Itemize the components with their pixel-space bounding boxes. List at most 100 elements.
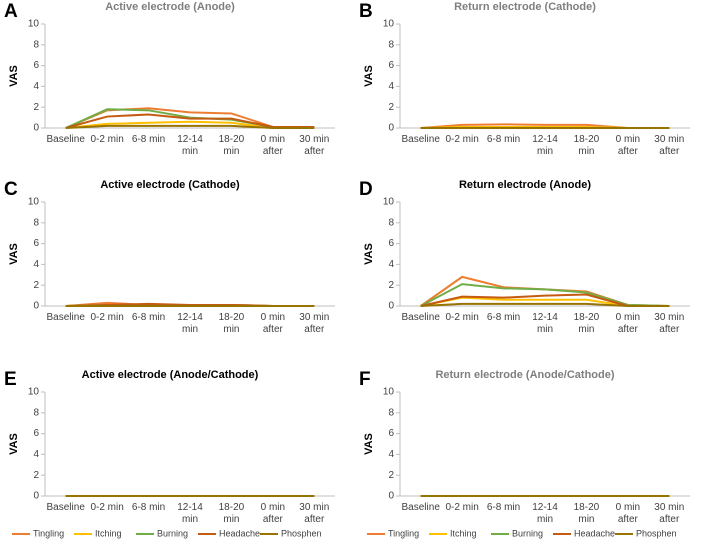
x-tick-label: 12-14 min <box>177 134 203 157</box>
y-tick-label: 4 <box>33 259 39 270</box>
x-tick-label: 12-14 min <box>532 502 558 525</box>
y-tick-label: 2 <box>33 470 39 481</box>
y-tick-label: 6 <box>33 60 39 71</box>
series-line <box>65 124 315 129</box>
x-tick-label: 0-2 min <box>445 134 479 145</box>
x-tick-label: 0-2 min <box>90 134 124 145</box>
y-tick-label: 4 <box>33 449 39 460</box>
y-tick-label: 6 <box>33 238 39 249</box>
y-tick-label: 0 <box>388 123 394 134</box>
panel-letter: E <box>4 369 17 390</box>
x-tick-label: 30 min after <box>654 134 685 157</box>
y-tick-label: 4 <box>388 259 394 270</box>
y-tick-label: 8 <box>388 407 394 418</box>
chart-title: Return electrode (Anode) <box>459 179 591 191</box>
x-tick-label: 18-20 min <box>218 134 245 157</box>
y-tick-label: 6 <box>33 428 39 439</box>
panel-letter: B <box>359 1 373 22</box>
x-tick-label: 6-8 min <box>486 502 521 513</box>
x-tick-label: 18-20 min <box>573 134 600 157</box>
legend-label: Tingling <box>33 528 64 538</box>
x-tick-label: 30 min after <box>299 312 330 335</box>
y-tick-label: 8 <box>33 39 39 50</box>
x-tick-label: 0-2 min <box>445 312 479 323</box>
y-tick-label: 10 <box>383 19 395 30</box>
x-tick-label: 18-20 min <box>218 502 245 525</box>
y-tick-label: 6 <box>388 238 394 249</box>
x-tick-label: 12-14 min <box>177 502 203 525</box>
legend-label: Phosphen <box>636 528 677 538</box>
y-tick-label: 6 <box>388 60 394 71</box>
y-tick-label: 2 <box>388 280 394 291</box>
legend-label: Headache <box>219 528 260 538</box>
x-tick-label: 0 min after <box>615 502 641 525</box>
legend-label: Burning <box>512 528 543 538</box>
chart-title: Active electrode (Anode/Cathode) <box>82 369 259 381</box>
x-tick-label: 30 min after <box>654 312 685 335</box>
series-line <box>65 113 315 129</box>
y-axis-label: VAS <box>363 243 375 265</box>
x-tick-label: 6-8 min <box>486 312 521 323</box>
x-tick-label: 30 min after <box>654 502 685 525</box>
series-line <box>420 302 670 307</box>
chart-title: Active electrode (Anode) <box>105 1 235 13</box>
series-line <box>420 275 670 307</box>
y-tick-label: 0 <box>33 123 39 134</box>
x-tick-label: 0-2 min <box>445 502 479 513</box>
y-tick-label: 8 <box>33 407 39 418</box>
panel-letter: A <box>4 1 18 22</box>
y-tick-label: 10 <box>28 387 40 398</box>
legend-label: Headache <box>574 528 615 538</box>
y-tick-label: 10 <box>28 19 40 30</box>
x-tick-label: 0-2 min <box>90 502 124 513</box>
y-tick-label: 0 <box>388 491 394 502</box>
x-tick-label: Baseline <box>401 134 440 145</box>
x-tick-label: 30 min after <box>299 502 330 525</box>
legend-label: Burning <box>157 528 188 538</box>
x-tick-label: Baseline <box>401 502 440 513</box>
y-tick-label: 2 <box>33 102 39 113</box>
series-line <box>420 283 670 307</box>
x-tick-label: 6-8 min <box>131 134 166 145</box>
chart-title: Return electrode (Cathode) <box>454 1 596 13</box>
y-tick-label: 6 <box>388 428 394 439</box>
y-tick-label: 0 <box>33 301 39 312</box>
y-tick-label: 4 <box>388 81 394 92</box>
y-axis-label: VAS <box>8 433 20 455</box>
x-tick-label: 12-14 min <box>177 312 203 335</box>
y-tick-label: 8 <box>33 217 39 228</box>
x-tick-label: 18-20 min <box>573 502 600 525</box>
panel-letter: C <box>4 179 18 200</box>
y-tick-label: 4 <box>33 81 39 92</box>
x-tick-label: 0-2 min <box>90 312 124 323</box>
x-tick-label: 18-20 min <box>573 312 600 335</box>
legend-label: Tingling <box>388 528 419 538</box>
chart-title: Return electrode (Anode/Cathode) <box>435 369 614 381</box>
y-tick-label: 10 <box>383 197 395 208</box>
y-tick-label: 2 <box>388 470 394 481</box>
x-tick-label: Baseline <box>46 312 85 323</box>
legend-label: Itching <box>95 528 122 538</box>
y-tick-label: 2 <box>33 280 39 291</box>
legend-label: Itching <box>450 528 477 538</box>
y-axis-label: VAS <box>363 433 375 455</box>
x-tick-label: 6-8 min <box>486 134 521 145</box>
y-tick-label: 4 <box>388 449 394 460</box>
legend-label: Phosphen <box>281 528 322 538</box>
x-tick-label: 0 min after <box>615 134 641 157</box>
chart-title: Active electrode (Cathode) <box>100 179 240 191</box>
x-tick-label: 0 min after <box>260 312 286 335</box>
x-tick-label: 30 min after <box>299 134 330 157</box>
x-tick-label: Baseline <box>401 312 440 323</box>
panel-letter: F <box>359 369 371 390</box>
x-tick-label: 18-20 min <box>218 312 245 335</box>
y-tick-label: 2 <box>388 102 394 113</box>
x-tick-label: Baseline <box>46 134 85 145</box>
y-tick-label: 8 <box>388 39 394 50</box>
panel-letter: D <box>359 179 373 200</box>
y-axis-label: VAS <box>8 65 20 87</box>
y-tick-label: 10 <box>383 387 395 398</box>
y-axis-label: VAS <box>8 243 20 265</box>
